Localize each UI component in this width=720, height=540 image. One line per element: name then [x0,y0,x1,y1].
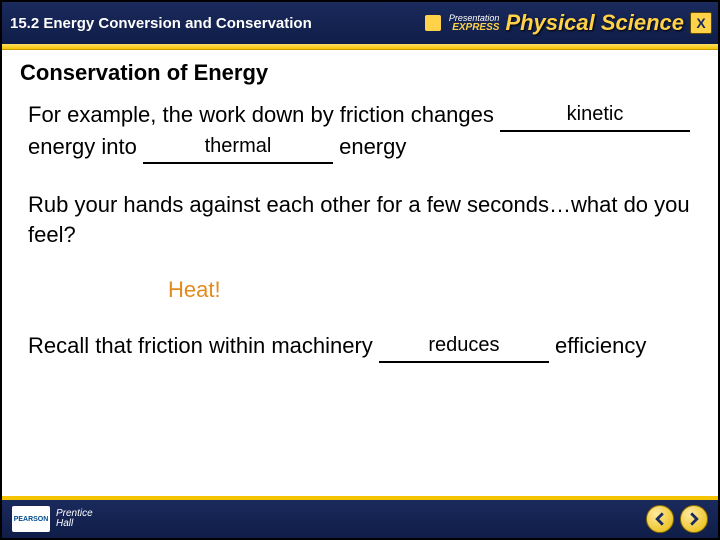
pearson-logo: PEARSON [12,506,50,532]
heat-answer: Heat! [168,275,692,305]
next-button[interactable] [680,505,708,533]
content-area: For example, the work down by friction c… [2,92,718,363]
p1-text-a: For example, the work down by friction c… [28,102,500,127]
paragraph-2: Rub your hands against each other for a … [28,190,692,249]
close-button[interactable]: X [690,12,712,34]
paragraph-3: Recall that friction within machinery re… [28,331,692,363]
p1-text-c: energy [339,134,406,159]
blank-2-fill: thermal [205,135,272,157]
brand-express: Presentation EXPRESS [449,14,500,33]
blank-2: thermal [143,132,333,164]
prentice-hall-text: Prentice Hall [56,509,93,529]
top-bar: 15.2 Energy Conversion and Conservation … [2,2,718,44]
blank-3-fill: reduces [428,334,499,356]
section-title: 15.2 Energy Conversion and Conservation [10,15,312,32]
chevron-left-icon [653,512,667,526]
brand-express-text: EXPRESS [452,23,499,33]
nav-buttons [646,505,708,533]
publisher-area: PEARSON Prentice Hall [12,506,93,532]
slide: 15.2 Energy Conversion and Conservation … [2,2,718,538]
blank-1: kinetic [500,100,690,132]
paragraph-1: For example, the work down by friction c… [28,100,692,164]
ph-line2: Hall [56,519,93,529]
blank-1-fill: kinetic [567,103,624,125]
footer-bar: PEARSON Prentice Hall [2,496,718,538]
brand-area: Presentation EXPRESS Physical Science X [425,10,718,36]
p3-text-a: Recall that friction within machinery [28,333,379,358]
express-icon [425,15,441,31]
p1-text-b: energy into [28,134,143,159]
brand-main-title: Physical Science [505,10,684,36]
slide-subtitle: Conservation of Energy [20,60,700,86]
chevron-right-icon [687,512,701,526]
p3-text-b: efficiency [555,333,646,358]
subtitle-region: Conservation of Energy [2,50,718,92]
blank-3: reduces [379,331,549,363]
prev-button[interactable] [646,505,674,533]
